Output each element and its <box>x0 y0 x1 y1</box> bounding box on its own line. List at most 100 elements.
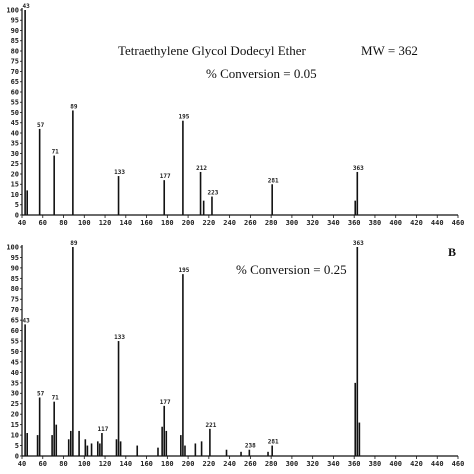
y-tick-label-a: 85 <box>11 37 19 45</box>
y-tick-label-a: 15 <box>11 181 19 189</box>
conversion-label-a: % Conversion = 0.05 <box>206 66 317 81</box>
peak-label-a: 281 <box>268 177 279 184</box>
x-tick-label-b: 380 <box>369 460 382 468</box>
peak-label-b: 363 <box>353 240 364 247</box>
peak-label-b: 238 <box>245 443 256 450</box>
y-tick-label-b: 80 <box>11 285 19 293</box>
x-tick-label-b: 200 <box>182 460 195 468</box>
x-tick-label-b: 80 <box>59 460 67 468</box>
x-tick-label-a: 340 <box>327 219 340 227</box>
y-tick-label-a: 75 <box>11 58 19 66</box>
y-tick-label-a: 95 <box>11 17 19 25</box>
x-tick-label-a: 360 <box>348 219 361 227</box>
x-tick-label-a: 220 <box>203 219 216 227</box>
x-tick-label-b: 220 <box>203 460 216 468</box>
peak-label-b: 117 <box>98 426 109 433</box>
y-tick-label-a: 30 <box>11 150 19 158</box>
y-tick-label-a: 20 <box>11 170 19 178</box>
x-tick-label-b: 60 <box>39 460 47 468</box>
y-tick-label-b: 65 <box>11 317 19 325</box>
x-tick-label-b: 120 <box>99 460 112 468</box>
peak-label-a: 89 <box>70 103 78 110</box>
x-tick-label-a: 440 <box>431 219 444 227</box>
y-tick-label-b: 85 <box>11 275 19 283</box>
peak-label-a: 223 <box>208 190 219 197</box>
y-tick-label-a: 65 <box>11 78 19 86</box>
y-tick-label-b: 60 <box>11 327 19 335</box>
peak-label-a: 57 <box>37 122 45 129</box>
y-tick-label-a: 35 <box>11 140 19 148</box>
x-tick-label-a: 420 <box>410 219 423 227</box>
y-tick-label-a: 70 <box>11 68 19 76</box>
x-tick-label-b: 440 <box>431 460 444 468</box>
y-tick-label-a: 40 <box>11 129 19 137</box>
conversion-label-b: % Conversion = 0.25 <box>236 262 347 277</box>
x-tick-label-a: 140 <box>119 219 132 227</box>
peak-label-a: 212 <box>196 165 207 172</box>
peak-label-b: 281 <box>268 439 279 446</box>
x-tick-label-b: 320 <box>306 460 319 468</box>
x-tick-label-a: 380 <box>369 219 382 227</box>
x-tick-label-a: 100 <box>78 219 91 227</box>
x-tick-label-b: 100 <box>78 460 91 468</box>
peak-label-a: 363 <box>353 165 364 172</box>
y-tick-label-a: 55 <box>11 99 19 107</box>
x-tick-label-b: 420 <box>410 460 423 468</box>
x-tick-label-a: 320 <box>306 219 319 227</box>
x-tick-label-a: 180 <box>161 219 174 227</box>
y-tick-label-b: 15 <box>11 421 19 429</box>
y-tick-label-b: 25 <box>11 400 19 408</box>
x-tick-label-a: 280 <box>265 219 278 227</box>
y-tick-label-b: 75 <box>11 296 19 304</box>
x-tick-label-a: 60 <box>39 219 47 227</box>
x-tick-label-b: 280 <box>265 460 278 468</box>
peak-label-b: 221 <box>205 422 216 429</box>
x-tick-label-b: 240 <box>223 460 236 468</box>
peak-label-b: 57 <box>37 390 45 397</box>
x-tick-label-b: 400 <box>389 460 402 468</box>
panel-label-b: B <box>448 245 456 259</box>
x-tick-label-b: 260 <box>244 460 257 468</box>
y-tick-label-b: 35 <box>11 379 19 387</box>
x-tick-label-a: 260 <box>244 219 257 227</box>
peak-label-b: 71 <box>52 395 60 402</box>
y-tick-label-b: 45 <box>11 358 19 366</box>
y-tick-label-a: 90 <box>11 27 19 35</box>
x-tick-label-b: 160 <box>140 460 153 468</box>
peak-label-b: 43 <box>22 317 30 324</box>
x-tick-label-a: 40 <box>18 219 26 227</box>
x-tick-label-a: 300 <box>286 219 299 227</box>
peak-label-b: 89 <box>70 240 78 247</box>
y-tick-label-b: 70 <box>11 306 19 314</box>
y-tick-label-b: 0 <box>15 452 19 460</box>
y-tick-label-b: 90 <box>11 264 19 272</box>
x-tick-label-a: 160 <box>140 219 153 227</box>
peak-label-a: 133 <box>114 169 125 176</box>
y-tick-label-a: 60 <box>11 88 19 96</box>
x-tick-label-b: 180 <box>161 460 174 468</box>
peak-label-a: 195 <box>178 114 189 121</box>
x-tick-label-b: 340 <box>327 460 340 468</box>
peak-label-b: 133 <box>114 334 125 341</box>
y-tick-label-a: 80 <box>11 47 19 55</box>
y-tick-label-a: 50 <box>11 109 19 117</box>
y-tick-label-a: 0 <box>15 211 19 219</box>
x-tick-label-a: 460 <box>452 219 465 227</box>
peak-label-a: 43 <box>22 3 30 10</box>
y-tick-label-b: 50 <box>11 348 19 356</box>
y-tick-label-b: 40 <box>11 369 19 377</box>
y-tick-label-b: 30 <box>11 390 19 398</box>
peak-label-b: 177 <box>160 399 171 406</box>
y-tick-label-a: 45 <box>11 119 19 127</box>
y-tick-label-b: 100 <box>6 243 19 251</box>
x-tick-label-b: 360 <box>348 460 361 468</box>
x-tick-label-a: 240 <box>223 219 236 227</box>
peak-label-a: 177 <box>160 173 171 180</box>
x-tick-label-a: 120 <box>99 219 112 227</box>
y-tick-label-a: 10 <box>11 191 19 199</box>
y-tick-label-b: 20 <box>11 411 19 419</box>
y-tick-label-a: 5 <box>15 201 19 209</box>
spectrum-panel-a: 0 5 10 15 20 25 30 35 40 45 50 55 60 65 70 75 80 85 90 95 10… <box>6 3 464 227</box>
peak-label-a: 71 <box>52 149 60 156</box>
x-tick-label-b: 140 <box>119 460 132 468</box>
